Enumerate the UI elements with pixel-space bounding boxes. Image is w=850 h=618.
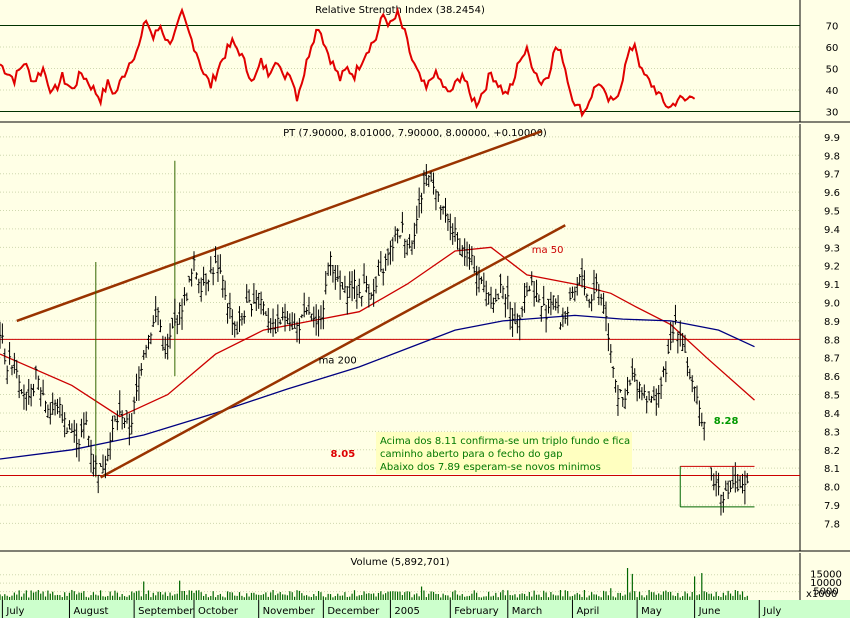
price-ytick-9.1: 9.1 <box>824 280 840 291</box>
price-ytick-8.9: 8.9 <box>824 317 840 328</box>
annotation-background <box>376 432 632 474</box>
price-label-8-05: 8.05 <box>331 449 356 460</box>
x-month-label: March <box>512 606 542 617</box>
volume-title: Volume (5,892,701) <box>350 557 449 568</box>
rsi-ytick-50: 50 <box>826 65 839 76</box>
x-month-label: August <box>73 606 108 617</box>
volume-ytick-5000: 5000 <box>813 587 838 598</box>
annotation-line-3: Abaixo dos 7.89 esperam-se novos minimos <box>380 462 601 473</box>
annotation-line-2: caminho aberto para o fecho do gap <box>380 449 563 460</box>
annotation-line-1: Acima dos 8.11 confirma-se um triplo fun… <box>380 436 630 447</box>
rsi-ytick-60: 60 <box>826 43 839 54</box>
x-month-label: July <box>5 606 24 617</box>
rsi-ytick-40: 40 <box>826 86 839 97</box>
price-ytick-8.3: 8.3 <box>824 427 840 438</box>
volume-unit: x1000 <box>806 589 837 600</box>
price-pane-background <box>0 124 800 551</box>
price-title: PT (7.90000, 8.01000, 7.90000, 8.00000, … <box>283 128 547 139</box>
price-ytick-8.1: 8.1 <box>824 464 840 475</box>
x-month-label: 2005 <box>394 606 419 617</box>
price-ytick-8.8: 8.8 <box>824 335 840 346</box>
x-month-label: June <box>698 606 721 617</box>
x-month-label: February <box>454 606 498 617</box>
price-ytick-7.9: 7.9 <box>824 501 840 512</box>
rsi-ytick-70: 70 <box>826 22 839 33</box>
price-ytick-8.2: 8.2 <box>824 446 840 457</box>
price-label-ma-50: ma 50 <box>532 245 564 256</box>
price-ytick-8.6: 8.6 <box>824 372 840 383</box>
x-axis: July August September October November Decemb… <box>0 600 850 618</box>
price-ytick-9.4: 9.4 <box>824 225 840 236</box>
x-month-label: October <box>198 606 239 617</box>
upper-trendline <box>16 130 542 323</box>
ma200-line <box>0 314 755 460</box>
lower-trendline <box>100 224 566 479</box>
x-axis-background <box>0 600 850 618</box>
price-ytick-9.5: 9.5 <box>824 207 840 218</box>
price-ytick-9.0: 9.0 <box>824 299 840 310</box>
x-month-label: April <box>576 606 599 617</box>
volume-ytick-10000: 10000 <box>810 578 842 589</box>
rsi-line <box>0 6 696 118</box>
x-month-label: May <box>641 606 662 617</box>
ma50-line <box>0 246 755 418</box>
x-month-label: September <box>138 606 194 617</box>
rsi-title: Relative Strength Index (38.2454) <box>315 5 485 16</box>
price-pane: PT (7.90000, 8.01000, 7.90000, 8.00000, … <box>0 124 850 552</box>
price-ytick-9.3: 9.3 <box>824 243 840 254</box>
price-ytick-7.8: 7.8 <box>824 519 840 530</box>
price-ytick-9.7: 9.7 <box>824 170 840 181</box>
rsi-ytick-30: 30 <box>826 108 839 119</box>
x-month-label: December <box>327 606 380 617</box>
rsi-pane: Relative Strength Index (38.2454) 70 60 50… <box>0 0 850 123</box>
price-ytick-9.9: 9.9 <box>824 133 840 144</box>
price-ytick-8.7: 8.7 <box>824 354 840 365</box>
price-ytick-9.2: 9.2 <box>824 262 840 273</box>
price-ytick-8.0: 8.0 <box>824 483 840 494</box>
volume-ytick-15000: 15000 <box>810 570 842 581</box>
price-ytick-9.6: 9.6 <box>824 188 840 199</box>
price-label-ma-200: ma 200 <box>319 355 357 366</box>
x-month-label: July <box>762 606 781 617</box>
price-ytick-9.8: 9.8 <box>824 151 840 162</box>
annotation-box: Acima dos 8.11 confirma-se um triplo fun… <box>376 432 632 474</box>
price-ytick-8.5: 8.5 <box>824 391 840 402</box>
price-ytick-8.4: 8.4 <box>824 409 840 420</box>
price-label-8-28: 8.28 <box>714 416 739 427</box>
x-month-label: November <box>263 606 316 617</box>
